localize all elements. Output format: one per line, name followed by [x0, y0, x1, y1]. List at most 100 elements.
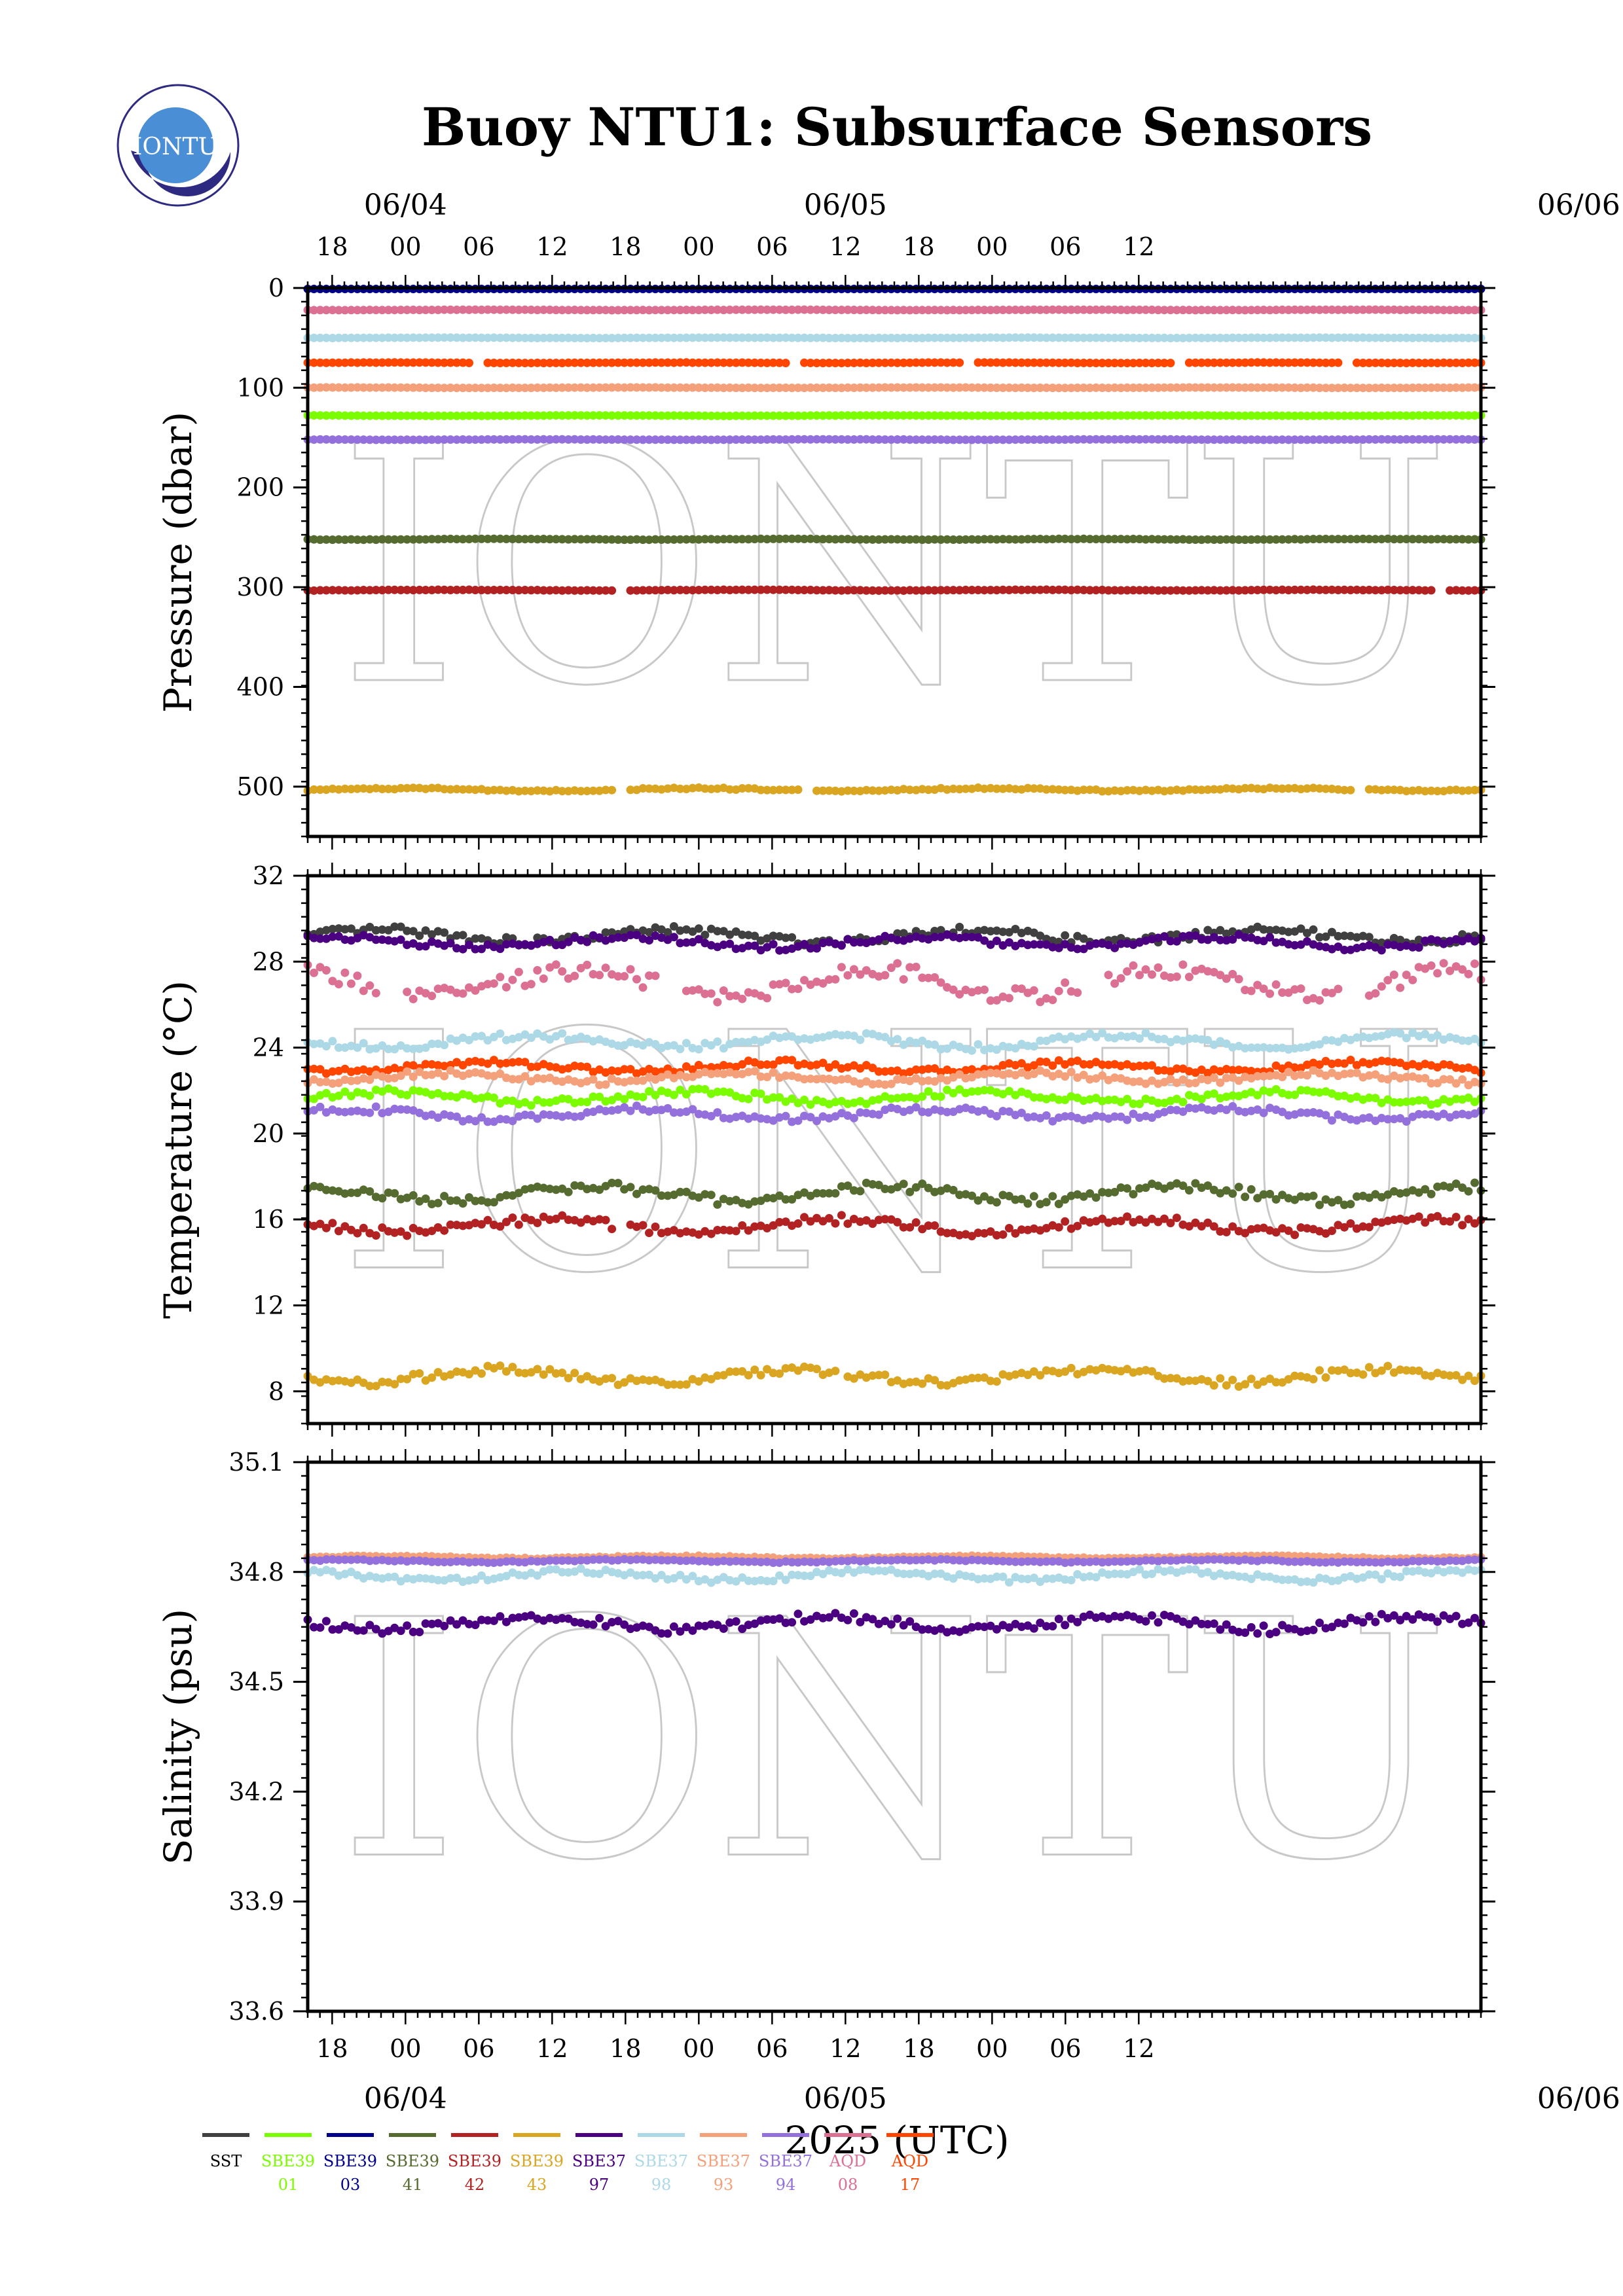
- data-point: [483, 333, 492, 342]
- data-point: [601, 383, 610, 392]
- data-point: [446, 534, 455, 543]
- data-point: [719, 535, 728, 544]
- data-point: [595, 334, 604, 343]
- data-point: [378, 435, 387, 444]
- data-point: [1383, 359, 1393, 368]
- data-point: [321, 333, 331, 342]
- data-point: [514, 535, 523, 544]
- data-point: [657, 358, 666, 367]
- data-point: [992, 1377, 1001, 1386]
- data-point: [868, 334, 877, 343]
- data-point: [1129, 305, 1138, 314]
- data-point: [1148, 970, 1156, 979]
- data-point: [570, 383, 579, 392]
- data-point: [1209, 358, 1218, 367]
- data-point: [1091, 359, 1101, 368]
- data-point: [862, 411, 871, 420]
- data-point: [1172, 411, 1181, 420]
- data-point: [843, 411, 852, 420]
- data-point: [328, 411, 337, 420]
- data-point: [800, 358, 809, 367]
- data-point: [433, 411, 443, 420]
- data-point: [465, 435, 473, 444]
- data-point: [346, 358, 356, 367]
- data-point: [824, 334, 833, 342]
- data-point: [1359, 411, 1368, 420]
- data-point: [1451, 306, 1461, 315]
- data-point: [763, 535, 772, 544]
- data-point: [1129, 333, 1138, 342]
- data-point: [632, 435, 641, 444]
- data-point: [508, 305, 517, 314]
- panel-2: IONTU 8 12 16 20 24 28 32 Temperature (°C): [156, 861, 1495, 1437]
- data-point: [483, 358, 492, 367]
- data-point: [353, 435, 362, 444]
- data-point: [321, 966, 331, 975]
- data-point: [1029, 305, 1038, 314]
- data-point: [428, 992, 437, 1001]
- data-point: [1178, 411, 1188, 420]
- data-point: [1427, 411, 1436, 420]
- data-point: [1073, 988, 1082, 997]
- data-point: [533, 358, 542, 367]
- data-point: [608, 535, 617, 544]
- data-point: [1439, 334, 1448, 343]
- data-point: [1209, 306, 1218, 315]
- data-point: [725, 305, 735, 314]
- data-point: [918, 435, 927, 444]
- series-sbe37-93: [303, 383, 1486, 393]
- data-point: [701, 333, 710, 342]
- data-point: [1296, 435, 1305, 444]
- data-point: [1061, 411, 1070, 420]
- data-point: [818, 384, 828, 392]
- data-point: [1278, 358, 1287, 367]
- data-point: [626, 1183, 635, 1192]
- data-point: [1234, 358, 1243, 367]
- data-point: [800, 333, 809, 342]
- data-point: [1247, 1374, 1256, 1384]
- data-point: [446, 333, 455, 342]
- data-point: [1203, 333, 1213, 342]
- data-point: [893, 959, 902, 968]
- data-point: [1148, 435, 1156, 444]
- data-point: [706, 435, 716, 444]
- data-point: [353, 411, 362, 420]
- data-point: [738, 535, 747, 544]
- data-point: [676, 435, 685, 444]
- data-point: [1321, 435, 1330, 444]
- y-tick-label: 500: [236, 772, 284, 801]
- data-point: [613, 306, 623, 315]
- data-point: [1061, 978, 1070, 987]
- data-point: [949, 435, 958, 444]
- data-point: [1011, 411, 1020, 420]
- data-point: [1197, 435, 1206, 444]
- data-point: [638, 435, 647, 444]
- data-point: [1203, 435, 1213, 444]
- data-point: [496, 435, 505, 444]
- data-point: [775, 305, 784, 314]
- data-point: [533, 334, 542, 342]
- data-point: [1396, 384, 1405, 393]
- data-point: [980, 333, 989, 342]
- data-point: [396, 435, 405, 444]
- data-point: [1259, 435, 1268, 444]
- data-point: [1054, 384, 1063, 393]
- data-point: [930, 411, 939, 420]
- data-point: [403, 333, 412, 342]
- data-point: [601, 411, 610, 420]
- data-point: [1011, 305, 1020, 314]
- data-point: [1209, 333, 1218, 342]
- data-point: [676, 333, 685, 342]
- data-point: [831, 1367, 840, 1376]
- data-point: [1178, 435, 1188, 444]
- data-point: [1054, 305, 1063, 314]
- data-point: [626, 383, 635, 392]
- data-point: [1284, 306, 1293, 314]
- data-point: [701, 535, 710, 544]
- data-point: [651, 383, 660, 392]
- data-point: [781, 435, 790, 444]
- data-point: [1029, 358, 1038, 367]
- data-point: [793, 984, 803, 994]
- data-point: [955, 411, 964, 420]
